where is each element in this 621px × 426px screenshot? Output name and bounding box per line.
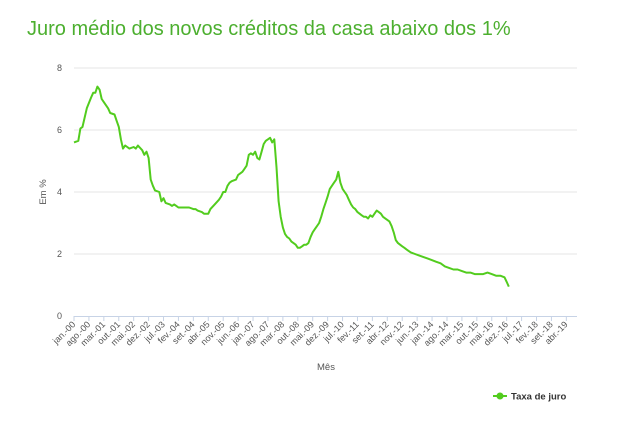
y-axis-title: Em % xyxy=(38,179,49,205)
y-tick-label: 2 xyxy=(57,249,62,259)
x-axis: jan.-00ago.-00mar.-01out.-01mai.-02dez.-… xyxy=(50,316,577,348)
series-line-0[interactable] xyxy=(73,85,510,288)
x-axis-title: Mês xyxy=(317,362,335,373)
y-tick-label: 8 xyxy=(57,63,62,73)
legend-label: Taxa de juro xyxy=(511,392,566,403)
gridlines xyxy=(74,67,577,255)
y-tick-label: 4 xyxy=(57,187,62,197)
series-group xyxy=(73,85,510,288)
y-tick-label: 0 xyxy=(57,311,62,321)
y-tick-label: 6 xyxy=(57,125,62,135)
chart-title: Juro médio dos novos créditos da casa ab… xyxy=(27,18,511,40)
legend-dot-marker xyxy=(496,392,504,400)
y-axis: 0 2 4 6 8 xyxy=(57,63,62,321)
legend[interactable]: Taxa de juro xyxy=(493,392,566,403)
